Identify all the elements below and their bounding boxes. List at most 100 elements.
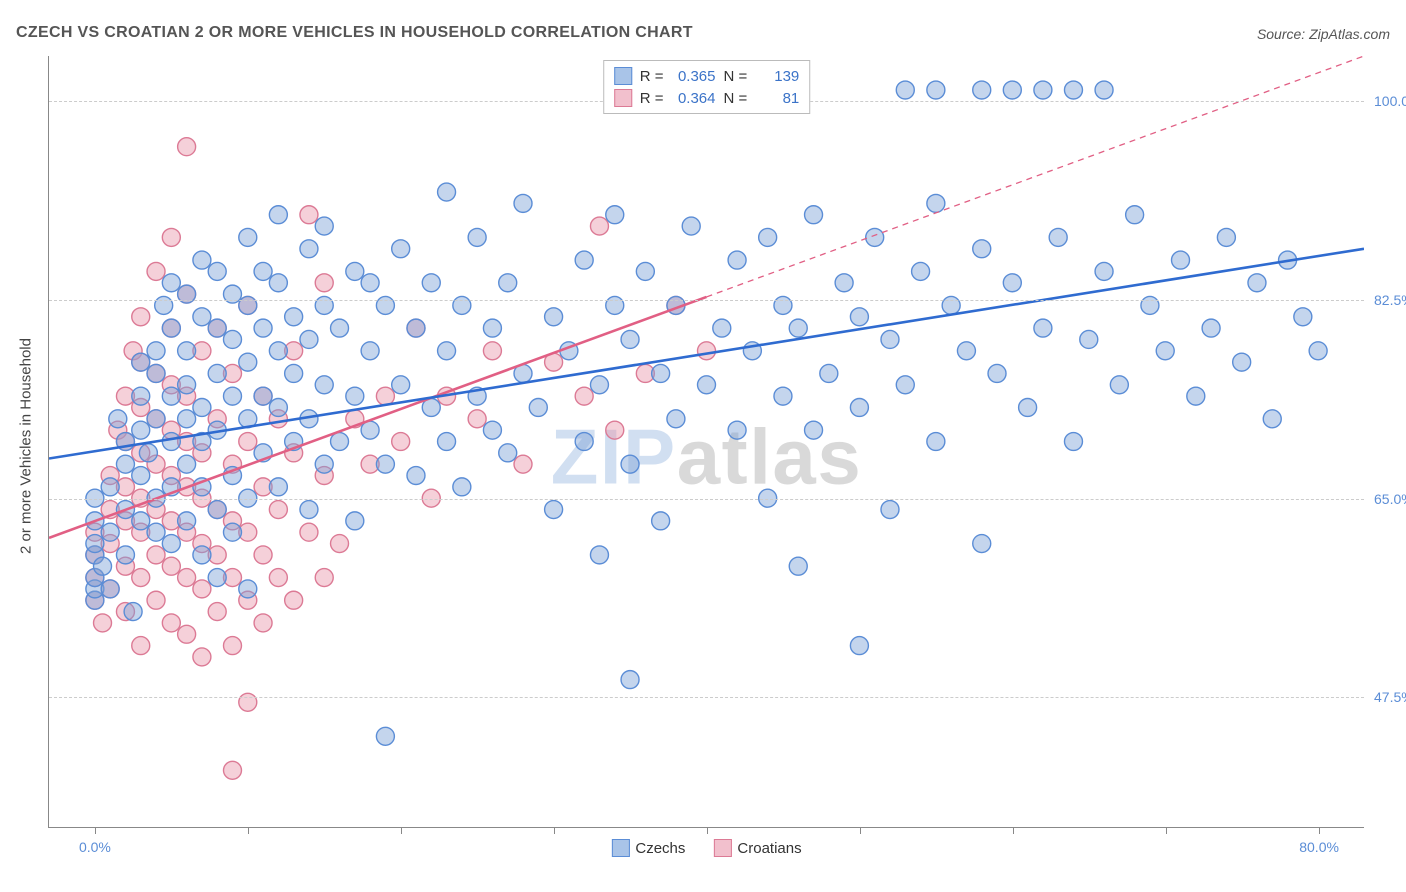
scatter-point xyxy=(346,387,364,405)
scatter-point xyxy=(1233,353,1251,371)
scatter-point xyxy=(178,569,196,587)
scatter-point xyxy=(789,319,807,337)
scatter-point xyxy=(912,262,930,280)
legend-series: Czechs Croatians xyxy=(611,839,801,857)
scatter-point xyxy=(300,206,318,224)
scatter-point xyxy=(162,535,180,553)
scatter-point xyxy=(132,308,150,326)
scatter-point xyxy=(94,614,112,632)
scatter-point xyxy=(468,228,486,246)
scatter-point xyxy=(850,637,868,655)
scatter-point xyxy=(147,591,165,609)
scatter-point xyxy=(575,387,593,405)
stat-r-value-croatians: 0.364 xyxy=(672,90,716,107)
scatter-point xyxy=(193,580,211,598)
source-attribution: Source: ZipAtlas.com xyxy=(1257,26,1390,42)
scatter-point xyxy=(1294,308,1312,326)
scatter-point xyxy=(193,308,211,326)
scatter-point xyxy=(315,455,333,473)
scatter-point xyxy=(698,376,716,394)
scatter-point xyxy=(223,387,241,405)
scatter-point xyxy=(438,433,456,451)
scatter-point xyxy=(178,410,196,428)
scatter-point xyxy=(499,444,517,462)
scatter-point xyxy=(1187,387,1205,405)
stat-n-value-croatians: 81 xyxy=(755,90,799,107)
scatter-point xyxy=(590,546,608,564)
scatter-point xyxy=(392,376,410,394)
scatter-point xyxy=(285,308,303,326)
legend-stats-row-czechs: R = 0.365 N = 139 xyxy=(614,65,800,87)
legend-swatch-czechs xyxy=(614,67,632,85)
scatter-point xyxy=(208,501,226,519)
legend-item-czechs: Czechs xyxy=(611,839,685,857)
scatter-point xyxy=(881,330,899,348)
scatter-point xyxy=(147,262,165,280)
scatter-point xyxy=(101,580,119,598)
scatter-point xyxy=(957,342,975,360)
scatter-point xyxy=(269,398,287,416)
scatter-point xyxy=(101,523,119,541)
legend-label-czechs: Czechs xyxy=(635,840,685,857)
scatter-point xyxy=(254,546,272,564)
scatter-point xyxy=(545,501,563,519)
scatter-point xyxy=(239,433,257,451)
scatter-point xyxy=(147,523,165,541)
scatter-point xyxy=(545,308,563,326)
scatter-point xyxy=(438,183,456,201)
x-tick xyxy=(554,827,555,834)
scatter-point xyxy=(239,353,257,371)
scatter-point xyxy=(835,274,853,292)
scatter-point xyxy=(407,319,425,337)
scatter-point xyxy=(376,727,394,745)
scatter-point xyxy=(178,625,196,643)
scatter-point xyxy=(514,194,532,212)
x-tick-label: 80.0% xyxy=(1299,839,1339,855)
scatter-point xyxy=(392,433,410,451)
scatter-point xyxy=(973,535,991,553)
scatter-point xyxy=(1064,433,1082,451)
chart-svg-layer xyxy=(49,56,1364,827)
x-tick xyxy=(95,827,96,834)
scatter-point xyxy=(315,569,333,587)
scatter-point xyxy=(269,342,287,360)
scatter-point xyxy=(162,228,180,246)
y-tick-label: 100.0% xyxy=(1368,93,1406,109)
scatter-point xyxy=(193,251,211,269)
scatter-point xyxy=(728,421,746,439)
scatter-point xyxy=(973,240,991,258)
scatter-point xyxy=(193,546,211,564)
scatter-point xyxy=(300,523,318,541)
scatter-point xyxy=(1080,330,1098,348)
legend-swatch-croatians xyxy=(614,89,632,107)
scatter-point xyxy=(453,478,471,496)
chart-plot-area: ZIPatlas R = 0.365 N = 139 R = 0.364 N =… xyxy=(48,56,1364,828)
legend-swatch-icon xyxy=(713,839,731,857)
scatter-point xyxy=(178,138,196,156)
scatter-point xyxy=(1049,228,1067,246)
scatter-point xyxy=(178,376,196,394)
scatter-point xyxy=(132,512,150,530)
scatter-point xyxy=(529,398,547,416)
scatter-point xyxy=(208,319,226,337)
scatter-point xyxy=(621,671,639,689)
scatter-point xyxy=(896,81,914,99)
scatter-point xyxy=(514,455,532,473)
scatter-point xyxy=(254,319,272,337)
scatter-point xyxy=(269,274,287,292)
legend-swatch-icon xyxy=(611,839,629,857)
scatter-point xyxy=(147,410,165,428)
scatter-point xyxy=(1095,262,1113,280)
legend-item-croatians: Croatians xyxy=(713,839,801,857)
scatter-point xyxy=(331,319,349,337)
y-tick-label: 47.5% xyxy=(1368,689,1406,705)
scatter-point xyxy=(407,467,425,485)
scatter-point xyxy=(239,693,257,711)
legend-stats-row-croatians: R = 0.364 N = 81 xyxy=(614,87,800,109)
scatter-point xyxy=(269,206,287,224)
scatter-point xyxy=(208,569,226,587)
y-tick-label: 65.0% xyxy=(1368,491,1406,507)
scatter-point xyxy=(346,512,364,530)
scatter-point xyxy=(94,557,112,575)
y-gridline xyxy=(49,499,1364,500)
